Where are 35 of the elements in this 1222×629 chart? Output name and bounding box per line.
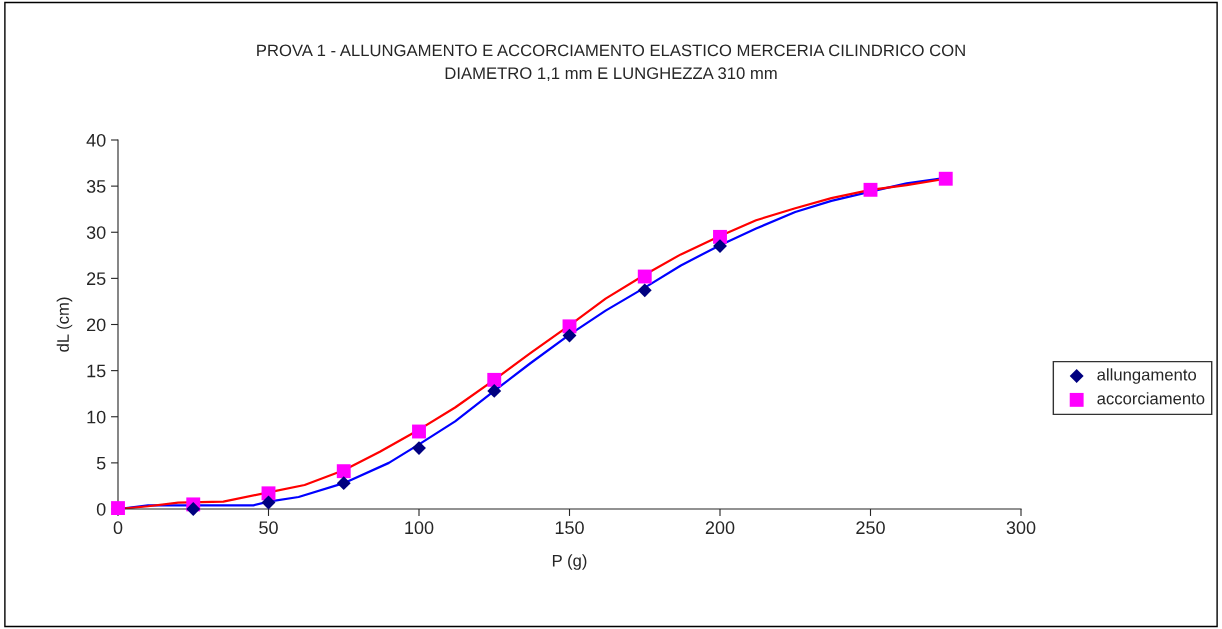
x-tick-label: 150 <box>555 521 584 535</box>
x-tick-label: 50 <box>259 521 278 535</box>
y-tick-label: 30 <box>86 226 106 239</box>
point <box>637 283 652 298</box>
y-tick-label: 35 <box>86 180 106 193</box>
point <box>412 441 426 456</box>
x-tick-label: 250 <box>856 521 885 535</box>
point <box>111 501 125 516</box>
point <box>863 182 878 197</box>
point <box>562 328 577 343</box>
y-tick-label: 10 <box>87 410 106 424</box>
x-tick-label: 300 <box>1006 521 1036 535</box>
chart-title: PROVA 1 - ALLUNGAMENTO E ACCORCIAMENTO ELASTICO MERCERIA CILINDRICO CON DIAMETRO 1,1 mm E LUNGHEZZA 310 mm <box>257 44 965 82</box>
x-axis-title: P (g) <box>552 554 587 570</box>
point <box>336 476 351 491</box>
point <box>487 372 502 387</box>
point <box>713 239 727 254</box>
point <box>186 502 201 516</box>
y-tick-label: 15 <box>87 364 106 378</box>
y-tick-label: 0 <box>96 502 106 516</box>
y-axis-title: dL (cm) <box>56 297 73 352</box>
x-tick-label: 0 <box>113 521 123 535</box>
y-tick-label: 40 <box>86 133 106 147</box>
point <box>938 171 953 186</box>
point <box>487 383 502 398</box>
point <box>637 269 652 284</box>
y-tick-label: 5 <box>96 457 106 470</box>
x-tick-label: 100 <box>405 521 434 535</box>
y-tick-label: 20 <box>87 318 106 332</box>
y-tick-label: 25 <box>87 272 106 286</box>
legend-label: allungamento <box>1097 368 1197 384</box>
point <box>336 464 351 479</box>
x-tick-label: 200 <box>705 521 735 535</box>
legend-label: accorciamento <box>1097 392 1205 405</box>
point <box>412 424 426 439</box>
